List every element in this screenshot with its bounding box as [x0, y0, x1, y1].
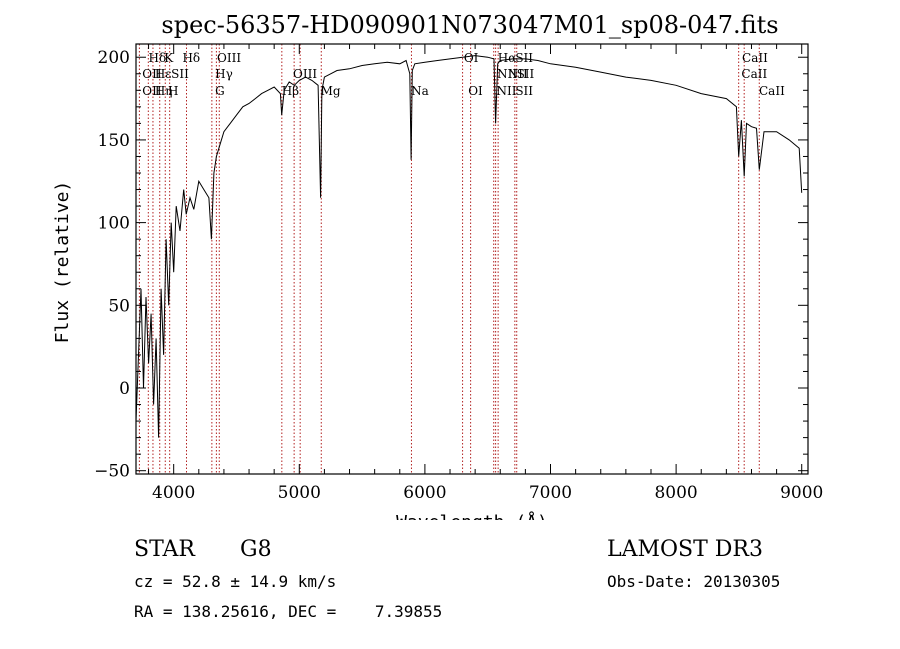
line-label: Hδ [182, 51, 200, 65]
line-label: H [168, 84, 178, 98]
line-label: Hδ [149, 51, 167, 65]
y-tick-label: 100 [98, 214, 130, 234]
x-tick-label: 4000 [152, 483, 195, 503]
spectrum-line [135, 55, 803, 438]
observation-date: Obs-Date: 20130305 [607, 572, 781, 591]
survey-name: LAMOST DR3 [607, 537, 763, 562]
redshift-cz: cz = 52.8 ± 14.9 km/s [134, 572, 337, 591]
line-label: NII [496, 84, 516, 98]
y-tick-label: 50 [108, 296, 130, 316]
x-tick-label: 6000 [403, 483, 446, 503]
line-label: NII [508, 67, 528, 81]
line-label: G [215, 84, 225, 98]
y-tick-label: 0 [119, 379, 130, 399]
line-label: K [164, 51, 174, 65]
x-axis-label: Wavelength (Å) [396, 511, 548, 520]
line-label: OII [142, 84, 162, 98]
chart-title: spec-56357-HD090901N073047M01_sp08-047.f… [161, 11, 778, 39]
y-tick-label: −50 [94, 462, 130, 482]
coordinates: RA = 138.25616, DEC = 7.39855 [134, 602, 443, 621]
y-tick-label: 150 [98, 131, 130, 151]
object-subclass: G8 [240, 537, 272, 562]
line-label: CaII [741, 67, 767, 81]
x-tick-label: 7000 [529, 483, 572, 503]
x-axis: 4000 5000 6000 7000 8000 9000 [148, 44, 823, 503]
line-label: SII [517, 67, 535, 81]
x-tick-label: 5000 [278, 483, 321, 503]
line-label: OII [142, 67, 162, 81]
line-label: NII [497, 67, 517, 81]
line-label: SII [515, 51, 533, 65]
x-tick-label: 9000 [780, 483, 823, 503]
line-label: SII [171, 67, 189, 81]
line-label: Mg [321, 84, 341, 98]
line-label: Hα [498, 51, 517, 65]
line-label: CaII [759, 84, 785, 98]
y-axis: −50 0 50 100 150 200 [94, 48, 808, 482]
line-label: OIII [217, 51, 241, 65]
y-tick-label: 200 [98, 48, 130, 68]
line-label: OI [464, 51, 479, 65]
line-label: OIII [293, 67, 317, 81]
line-label: CaII [742, 51, 768, 65]
plot-frame [135, 43, 809, 475]
line-label: Na [411, 84, 429, 98]
line-label: Hγ [215, 67, 233, 81]
object-class: STAR [134, 537, 195, 562]
x-tick-label: 8000 [654, 483, 697, 503]
line-label: OI [468, 84, 483, 98]
line-label: Hε [155, 67, 172, 81]
y-axis-label: Flux (relative) [52, 181, 73, 344]
spectral-line-markers [138, 44, 760, 474]
line-label: Hη [155, 84, 173, 98]
spectrum-chart: spec-56357-HD090901N073047M01_sp08-047.f… [52, 11, 823, 520]
line-label: SII [515, 84, 533, 98]
